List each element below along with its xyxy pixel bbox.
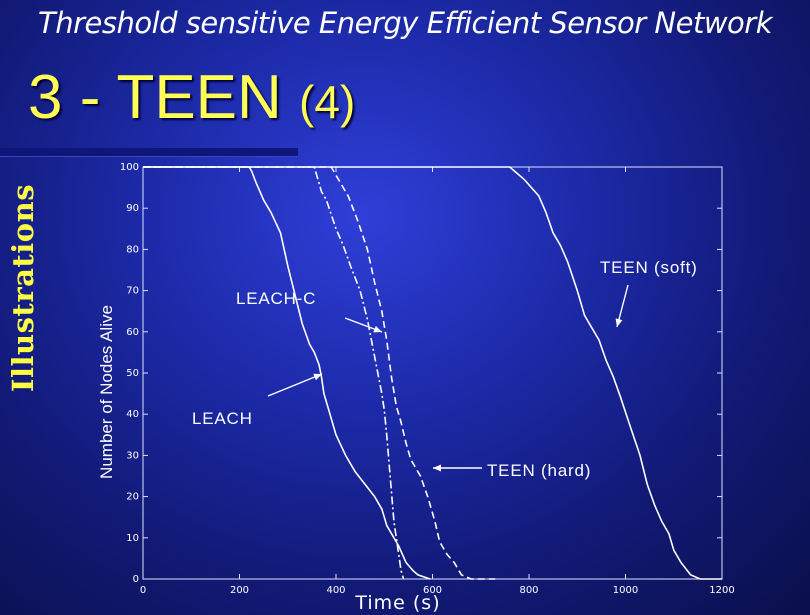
x-tick-label: 600 (423, 585, 442, 596)
heading-main: 3 - TEEN (28, 63, 282, 132)
y-tick-label: 90 (126, 203, 139, 214)
y-tick-label: 50 (126, 368, 139, 379)
arrowhead-leach-c (373, 325, 382, 333)
x-tick-label: 0 (140, 585, 146, 596)
y-tick-label: 60 (126, 327, 139, 338)
x-tick-label: 400 (326, 585, 345, 596)
annotation-teen-hard: TEEN (hard) (487, 461, 591, 480)
y-tick-label: 70 (126, 286, 139, 297)
arrowhead-teen-soft (615, 318, 623, 327)
y-tick-label: 10 (126, 533, 139, 544)
series-teen-hard (143, 166, 496, 580)
x-tick-label: 1000 (613, 585, 638, 596)
slide-heading: 3 - TEEN (4) (28, 62, 355, 133)
arrowhead-leach (313, 373, 322, 381)
series-teen-soft (143, 166, 722, 580)
plot-frame (142, 166, 723, 580)
y-axis-label: Number of Nodes Alive (97, 305, 116, 479)
x-axis-label: Time (s) (354, 592, 440, 614)
y-tick-label: 0 (133, 574, 139, 585)
x-tick-label: 800 (519, 585, 538, 596)
y-tick-label: 30 (126, 450, 139, 461)
series-leach-c (143, 166, 405, 580)
arrowhead-teen-hard (433, 464, 441, 472)
arrow-leach (267, 373, 323, 397)
annotation-leach-c: LEACH-C (236, 289, 316, 308)
y-tick-label: 40 (126, 409, 139, 420)
accent-bar (0, 148, 298, 157)
annotation-leach: LEACH (192, 409, 253, 428)
x-tick-label: 200 (230, 585, 249, 596)
series-leach (143, 166, 431, 580)
annotation-teen-soft: TEEN (soft) (600, 258, 698, 277)
y-tick-label: 100 (120, 162, 139, 173)
y-tick-label: 20 (126, 492, 139, 503)
heading-sub: (4) (299, 76, 356, 128)
y-tick-label: 80 (126, 244, 139, 255)
x-tick-label: 1200 (709, 585, 734, 596)
slide-title: Threshold sensitive Energy Efficient Sen… (38, 6, 773, 40)
